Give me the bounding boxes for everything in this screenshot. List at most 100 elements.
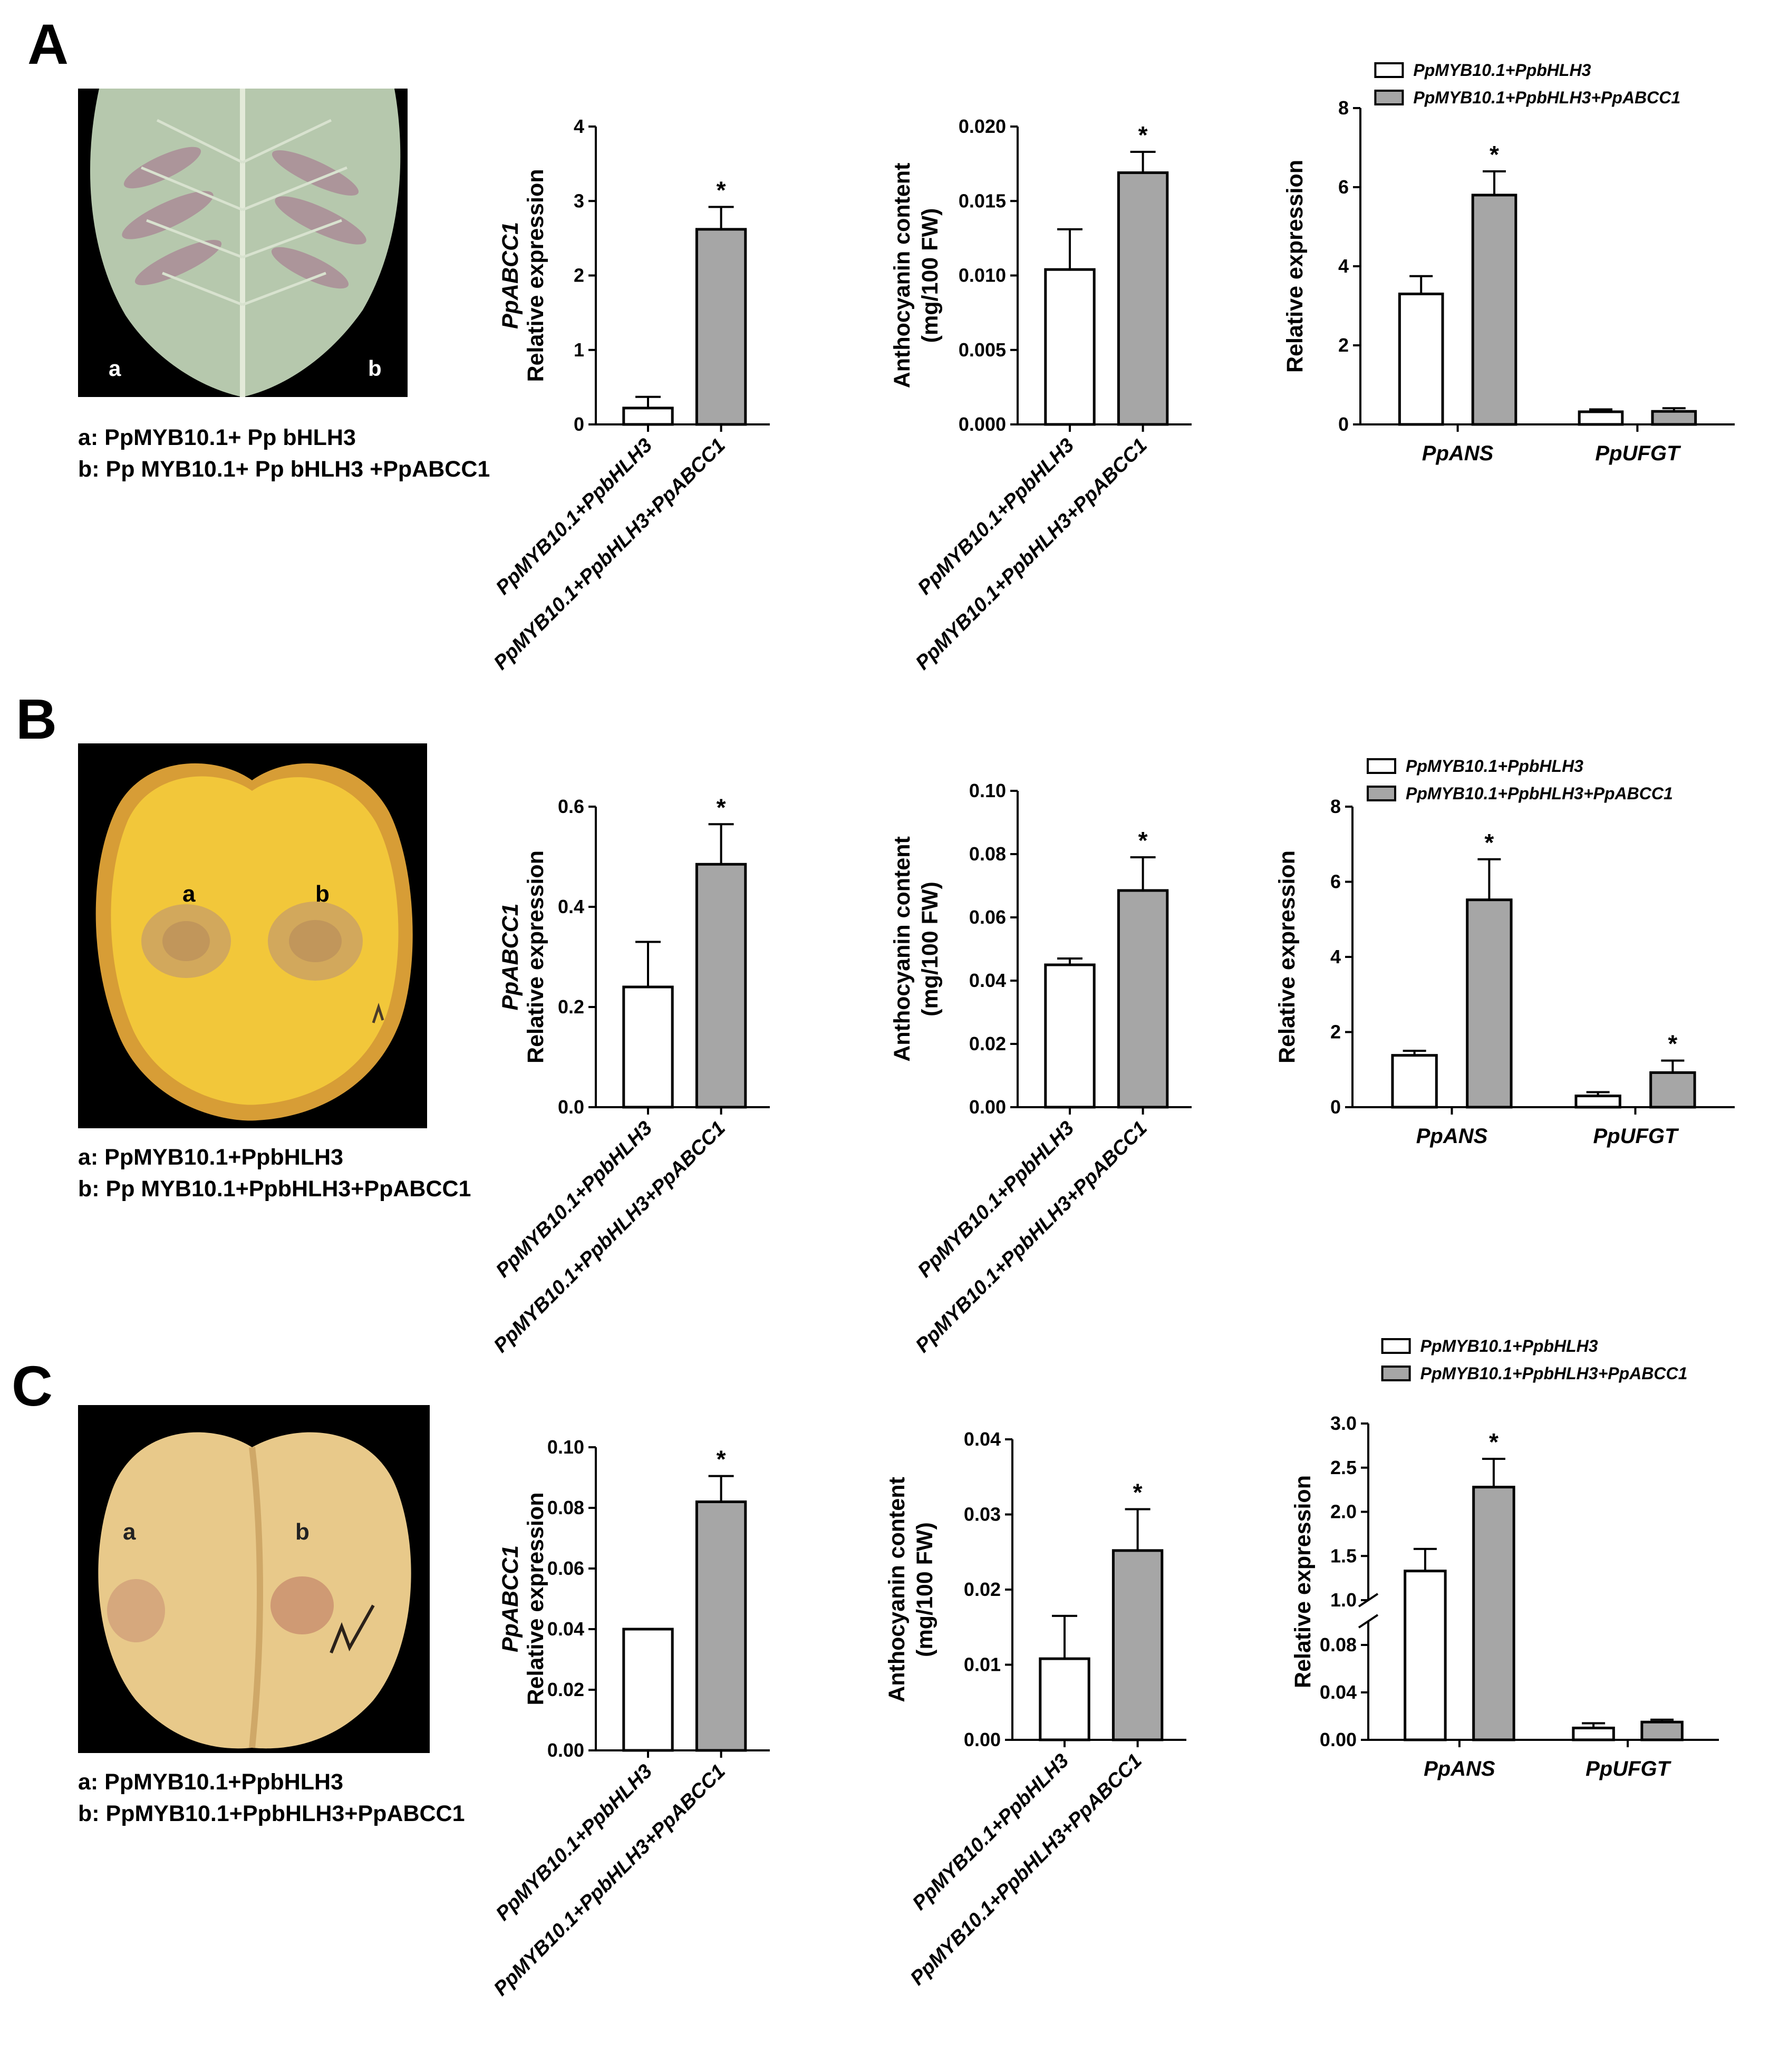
photo-label-b: b [315,881,330,907]
y-tick-label: 0.015 [959,190,1006,211]
y-axis-title: Relative expression [1290,1475,1316,1688]
bar [695,1500,747,1752]
y-tick-label: 0.000 [959,413,1006,435]
y-axis-title: Relative expression [1282,160,1308,373]
bar [1649,1071,1696,1109]
significance-star: * [717,1446,726,1473]
y-axis-gene-title: PpABCC1 [498,222,523,329]
legend-label: PpMYB10.1+PpbHLH3 [1406,757,1583,776]
bar [1572,1727,1615,1741]
y-tick-label: 0.06 [547,1557,584,1579]
y-tick-label: 0 [1330,1096,1341,1118]
bar [1472,1486,1515,1741]
y-axis-title: Relative expression [523,850,548,1063]
legend-swatch [1367,786,1396,801]
bar [695,863,747,1109]
y-tick-label: 1.0 [1330,1589,1357,1611]
x-category-label: PpUFGT [1593,1125,1680,1148]
legend-label: PpMYB10.1+PpbHLH3 [1413,61,1591,80]
y-tick-label: 3.0 [1330,1412,1357,1434]
photo-label-a: a [109,356,121,381]
y-axis-gene-title: PpABCC1 [498,903,523,1010]
y-tick-label: 2.0 [1330,1501,1357,1523]
y-tick-label: 2 [574,265,584,286]
bar [622,1628,674,1752]
y-tick-label: 0.6 [558,796,584,817]
y-tick-label: 6 [1330,871,1341,893]
bar [1117,889,1169,1109]
y-tick-label: 3 [574,190,584,211]
y-tick-label: 8 [1330,796,1341,817]
y-tick-label: 0.02 [964,1579,1001,1600]
x-category-label: PpUFGT [1586,1757,1672,1780]
legend-swatch [1367,758,1396,774]
y-tick-label: 0.04 [964,1428,1001,1450]
y-tick-label: 2.5 [1330,1457,1357,1478]
photo-label-b: b [368,356,382,381]
chart-c-pathway-genes: 0.00 0.04 0.08 1.0 1.5 2.0 2.5 3.0 * PpANS PpUFGT R… [1290,1337,1719,1780]
bar [1039,1657,1090,1741]
panel-letter-b: B [16,687,57,751]
panel-b-caption: a: PpMYB10.1+PpbHLH3 b: Pp MYB10.1+PpbHL… [78,1141,471,1205]
axis-break-mark [1358,1614,1379,1629]
y-tick-label: 8 [1338,97,1349,119]
photo-label-b: b [295,1519,310,1545]
y-tick-label: 0.00 [969,1096,1006,1118]
y-tick-label: 2 [1330,1021,1341,1043]
x-category-label: PpANS [1422,442,1494,465]
y-tick-label: 0.010 [959,265,1006,286]
chart-b-abcc1-expression: 0.00.20.40.6PpMYB10.1+PpbHLH3*PpMYB10.1+… [490,793,770,1357]
bar [1471,193,1517,426]
bar [1111,1549,1164,1741]
legend-label: PpMYB10.1+PpbHLH3+PpABCC1 [1406,784,1673,803]
y-tick-label: 0.06 [969,906,1006,928]
y-tick-label: 0.10 [547,1436,584,1458]
legend-swatch [1374,62,1404,78]
photo-label-a: a [182,881,196,907]
bar [1404,1570,1447,1741]
y-tick-label: 1 [574,339,584,361]
y-tick-label: 0.2 [558,996,584,1018]
y-axis-title: Anthocyanin content [890,163,915,389]
y-tick-label: 0.0 [558,1096,584,1118]
x-category-label: PpUFGT [1595,442,1681,465]
significance-star: * [1138,121,1148,149]
y-tick-label: 0.00 [1320,1729,1357,1750]
x-category-label: PpANS [1424,1757,1495,1780]
bar [1044,963,1096,1109]
y-tick-label: 0.00 [964,1729,1001,1750]
bar [1578,410,1624,426]
significance-star: * [1133,1479,1143,1506]
caption-line-a: a: PpMYB10.1+ Pp bHLH3 [78,425,356,450]
bar [1044,268,1096,426]
significance-star: * [717,793,726,821]
legend-label: PpMYB10.1+PpbHLH3+PpABCC1 [1413,88,1680,107]
tobacco-leaf-photo: a b [78,89,408,397]
legend-label: PpMYB10.1+PpbHLH3 [1420,1337,1598,1355]
y-tick-label: 4 [1338,255,1349,277]
y-tick-label: 0.02 [547,1679,584,1700]
y-tick-label: 4 [574,115,584,137]
caption-line-b: b: PpMYB10.1+PpbHLH3+PpABCC1 [78,1801,465,1826]
bar [1117,171,1169,426]
peach-whole-photo: a b [78,1405,430,1753]
y-tick-label: 0.01 [964,1654,1001,1676]
chart-b-anthocyanin: 0.000.020.040.060.080.10PpMYB10.1+PpbHLH… [890,780,1192,1357]
y-axis-title-unit: (mg/100 FW) [912,1522,937,1657]
y-axis-title: Anthocyanin content [884,1477,910,1702]
chart-b-pathway-genes: 0 2 4 6 8 * PpANS * PpUFGT Relative expression PpM… [1274,757,1735,1148]
significance-star: * [1484,829,1494,856]
y-tick-label: 0 [1338,413,1349,435]
chart-c-abcc1-expression: 0.000.020.040.060.080.10PpMYB10.1+PpbHLH… [490,1436,770,2000]
panel-letter-a: A [27,12,69,76]
panel-c-caption: a: PpMYB10.1+PpbHLH3 b: PpMYB10.1+PpbHLH… [78,1766,465,1829]
chart-c-anthocyanin: 0.000.010.020.030.04PpMYB10.1+PpbHLH3*Pp… [884,1428,1186,1990]
bar [695,228,747,426]
panel-a-caption: a: PpMYB10.1+ Pp bHLH3 b: Pp MYB10.1+ Pp… [78,422,490,485]
chart-a-anthocyanin: 0.0000.0050.0100.0150.020PpMYB10.1+PpbHL… [890,115,1192,674]
y-tick-label: 0.020 [959,115,1006,137]
y-tick-label: 0.08 [547,1497,584,1518]
significance-star: * [1138,827,1148,854]
photo-label-a: a [123,1519,136,1545]
y-axis-title: Relative expression [523,1493,548,1706]
